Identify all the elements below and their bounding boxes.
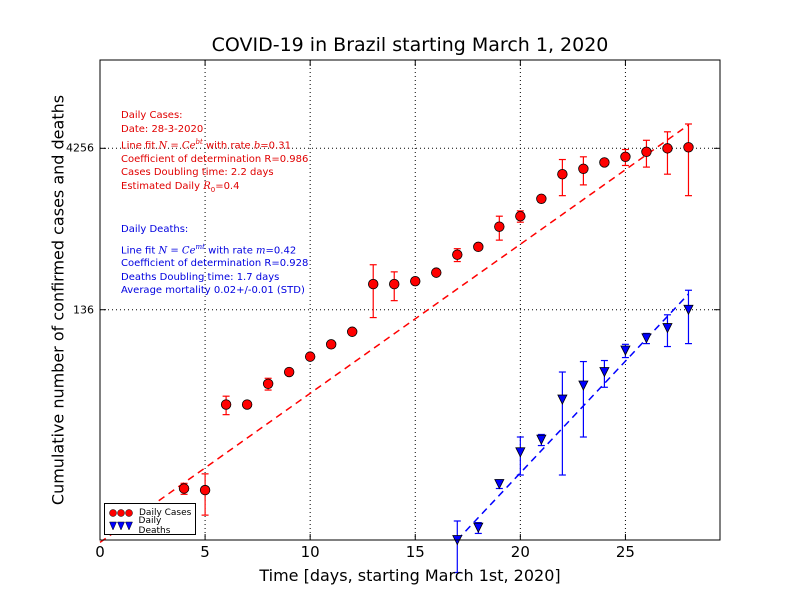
cases-point bbox=[683, 142, 694, 153]
x-tick-label: 25 bbox=[615, 543, 635, 561]
deaths-fit-formula: N = Ce bbox=[158, 244, 196, 256]
plot-frame bbox=[99, 59, 721, 541]
cases-fit-rate-var: b bbox=[253, 140, 261, 152]
y-tick-label: 136 bbox=[73, 303, 94, 317]
cases-point bbox=[473, 241, 484, 253]
deaths-coef: Coefficient of determination R=0.928 bbox=[121, 258, 309, 270]
deaths-fit-line bbox=[456, 293, 690, 541]
cases-point bbox=[368, 278, 379, 290]
legend-deaths-label: Daily Deaths bbox=[138, 515, 171, 536]
x-tick-label: 20 bbox=[510, 543, 530, 561]
deaths-fit-rate-val: =0.42 bbox=[265, 244, 297, 256]
cases-point bbox=[304, 351, 316, 362]
cases-coef: Coefficient of determination R=0.986 bbox=[121, 153, 309, 165]
cases-point bbox=[515, 210, 526, 222]
cases-r0-sub: 0 bbox=[210, 185, 216, 194]
legend-item-deaths: Daily Deaths bbox=[109, 516, 195, 536]
cases-r0-val: =0.4 bbox=[215, 180, 240, 192]
y-tick-label: 4256 bbox=[66, 141, 94, 155]
cases-r0-var: R bbox=[203, 180, 211, 192]
x-tick-label: 15 bbox=[405, 543, 425, 561]
deaths-doubling: Deaths Doubling time: 1.7 days bbox=[121, 271, 280, 283]
chart-title: COVID-19 in Brazil starting March 1, 202… bbox=[211, 34, 609, 56]
x-axis-label: Time [days, starting March 1st, 2020] bbox=[259, 566, 561, 585]
cases-point bbox=[620, 151, 631, 163]
cases-point bbox=[410, 275, 421, 287]
cases-point bbox=[452, 249, 463, 260]
cases-point bbox=[599, 157, 610, 168]
cases-point bbox=[178, 483, 190, 494]
grid-lines bbox=[100, 60, 720, 540]
cases-fit-rate-text: with rate bbox=[205, 140, 251, 152]
deaths-header: Daily Deaths: bbox=[121, 224, 189, 235]
axis-ticks bbox=[99, 60, 720, 540]
x-tick-label: 10 bbox=[300, 543, 320, 561]
deaths-fit-rate-text: with rate bbox=[208, 244, 253, 256]
deaths-point bbox=[641, 333, 652, 344]
cases-header: Daily Cases: bbox=[121, 110, 183, 121]
cases-point bbox=[578, 163, 589, 174]
deaths-point bbox=[515, 447, 526, 458]
cases-fit-rate-val: =0.31 bbox=[260, 140, 291, 152]
cases-fit-line bbox=[99, 124, 689, 544]
cases-point bbox=[241, 399, 253, 410]
deaths-fit-exp: mt bbox=[195, 242, 205, 251]
cases-fit-exp: bt bbox=[195, 138, 203, 146]
data-markers bbox=[178, 142, 694, 546]
deaths-mortality: Average mortality 0.02+/-0.01 (STD) bbox=[121, 285, 305, 297]
cases-point bbox=[199, 484, 211, 496]
cases-annotation: Daily Cases: Date: 28-3-2020 Line fit N … bbox=[121, 109, 308, 197]
cases-point bbox=[536, 193, 547, 204]
legend: Daily Cases Daily Deaths bbox=[104, 503, 196, 536]
legend-cases-marker bbox=[109, 508, 133, 517]
legend-deaths-marker bbox=[109, 521, 133, 531]
cases-fit-prefix: Line fit bbox=[121, 140, 156, 152]
cases-point bbox=[220, 399, 232, 410]
deaths-fit-prefix: Line fit bbox=[121, 244, 156, 256]
cases-date: Date: 28-3-2020 bbox=[121, 123, 204, 135]
cases-point bbox=[347, 326, 358, 337]
deaths-fit-rate-var: m bbox=[256, 244, 266, 256]
cases-point bbox=[389, 278, 400, 290]
cases-r0-prefix: Estimated Daily bbox=[121, 180, 200, 192]
cases-point bbox=[431, 267, 442, 278]
y-axis-label: Cumulative number of confirmed cases and… bbox=[48, 94, 68, 506]
cases-r0: Estimated Daily R0=0.4 bbox=[121, 180, 308, 198]
legend-item-cases: Daily Cases bbox=[109, 506, 191, 519]
legend-cases-label: Daily Cases bbox=[139, 507, 192, 518]
deaths-annotation: Daily Deaths: Line fit N = Cemt with rat… bbox=[121, 223, 308, 298]
cases-fit-line: Line fit N = Cebt with rate b=0.31 bbox=[121, 136, 308, 153]
deaths-point bbox=[620, 345, 631, 356]
cases-point bbox=[283, 366, 295, 378]
deaths-fit-line: Line fit N = Cemt with rate m=0.42 bbox=[121, 241, 308, 258]
deaths-point bbox=[578, 380, 589, 391]
deaths-point bbox=[557, 394, 568, 405]
cases-point bbox=[662, 143, 673, 154]
cases-point bbox=[262, 378, 274, 390]
deaths-point bbox=[473, 522, 484, 534]
cases-point bbox=[325, 339, 337, 350]
deaths-point bbox=[536, 434, 547, 446]
x-tick-label: 5 bbox=[200, 543, 210, 561]
x-tick-label: 0 bbox=[95, 543, 105, 561]
cases-point bbox=[494, 221, 505, 232]
deaths-point bbox=[683, 304, 694, 316]
deaths-point bbox=[599, 367, 610, 378]
cases-fit-formula: N = Ce bbox=[158, 140, 196, 152]
cases-point bbox=[641, 146, 652, 158]
deaths-point bbox=[662, 323, 673, 334]
cases-point bbox=[557, 168, 568, 180]
cases-doubling: Cases Doubling time: 2.2 days bbox=[121, 167, 274, 179]
deaths-point bbox=[494, 479, 505, 490]
